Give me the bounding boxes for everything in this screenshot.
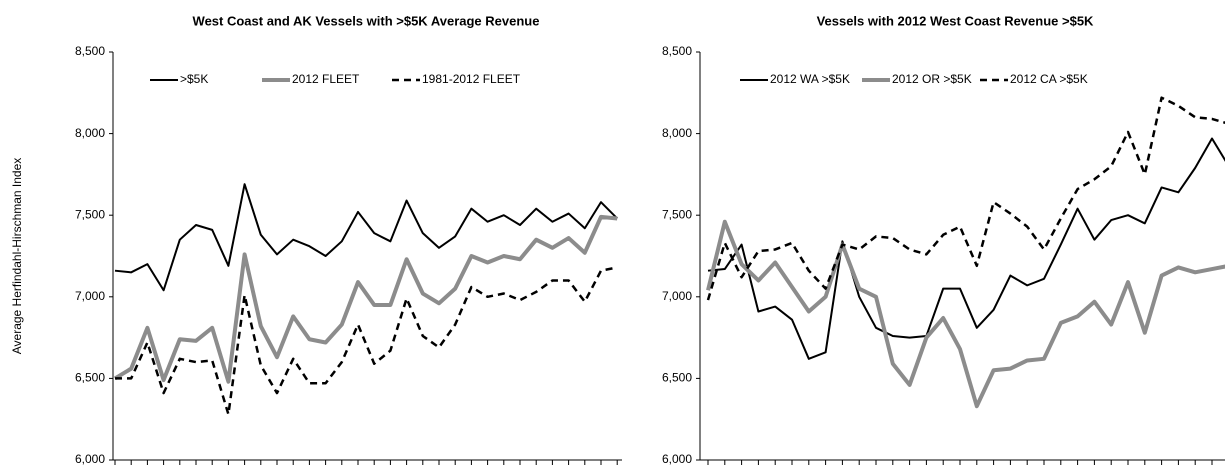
- chart: Vessels with 2012 West Coast Revenue >$5…: [662, 13, 1225, 465]
- series-line: [706, 219, 1225, 409]
- y-tick-label: 7,000: [662, 289, 692, 303]
- series-line: [114, 183, 618, 292]
- series-line: [115, 266, 618, 416]
- y-tick-label: 8,500: [75, 44, 105, 58]
- y-tick-label: 7,500: [662, 207, 692, 221]
- chart-title: West Coast and AK Vessels with >$5K Aver…: [193, 13, 540, 28]
- y-tick-label: 7,500: [75, 207, 105, 221]
- legend-label: 1981-2012 FLEET: [422, 72, 521, 86]
- y-tick-label: 6,000: [75, 452, 105, 465]
- legend-label: 2012 OR >$5K: [892, 72, 972, 86]
- y-tick-label: 8,500: [662, 44, 692, 58]
- legend-label: 2012 CA >$5K: [1010, 72, 1088, 86]
- series-line: [707, 137, 1225, 360]
- series-line: [706, 96, 1225, 301]
- y-tick-label: 8,000: [75, 126, 105, 140]
- y-tick-label: 8,000: [662, 126, 692, 140]
- legend-label: 2012 WA >$5K: [770, 72, 850, 86]
- y-tick-label: 6,500: [75, 371, 105, 385]
- y-tick-label: 7,000: [75, 289, 105, 303]
- chart-title: Vessels with 2012 West Coast Revenue >$5…: [817, 13, 1094, 28]
- y-axis-title: Average Herfindahl-Hirschman Index: [10, 158, 24, 355]
- chart: West Coast and AK Vessels with >$5K Aver…: [10, 13, 622, 465]
- series-line: [113, 214, 618, 384]
- y-tick-label: 6,500: [662, 371, 692, 385]
- legend-label: >$5K: [180, 72, 208, 86]
- y-tick-label: 6,000: [662, 452, 692, 465]
- legend-label: 2012 FLEET: [292, 72, 360, 86]
